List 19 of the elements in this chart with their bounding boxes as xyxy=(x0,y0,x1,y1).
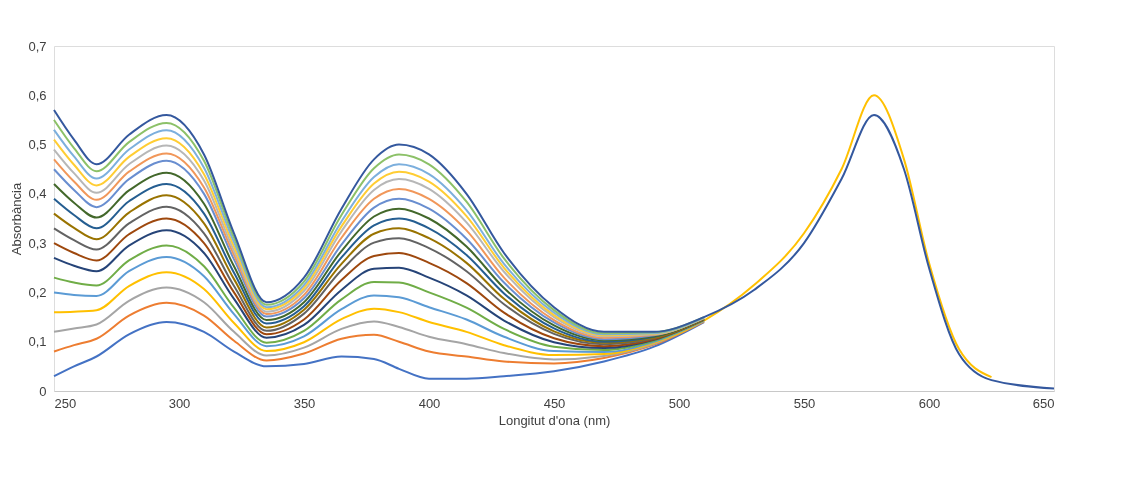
x-tick-label: 300 xyxy=(168,395,191,411)
y-tick-label: 0,4 xyxy=(28,186,47,202)
y-tick-label: 0 xyxy=(39,383,47,399)
x-tick-label: 650 xyxy=(1032,395,1055,411)
y-tick-label: 0,7 xyxy=(28,38,47,54)
y-tick-label: 0,1 xyxy=(28,334,47,350)
x-tick-label: 550 xyxy=(793,395,816,411)
y-axis-title: Absorbància xyxy=(9,182,25,256)
x-tick-label: 400 xyxy=(418,395,441,411)
y-tick-label: 0,6 xyxy=(28,87,47,103)
x-axis-title: Longitut d'ona (nm) xyxy=(498,412,611,428)
x-tick-label: 500 xyxy=(668,395,691,411)
y-tick-label: 0,3 xyxy=(28,235,47,251)
y-tick-label: 0,2 xyxy=(28,284,47,300)
x-tick-label: 600 xyxy=(918,395,941,411)
x-tick-label: 250 xyxy=(54,395,77,411)
x-tick-label: 450 xyxy=(543,395,566,411)
y-tick-label: 0,5 xyxy=(28,137,47,153)
x-tick-label: 350 xyxy=(293,395,316,411)
